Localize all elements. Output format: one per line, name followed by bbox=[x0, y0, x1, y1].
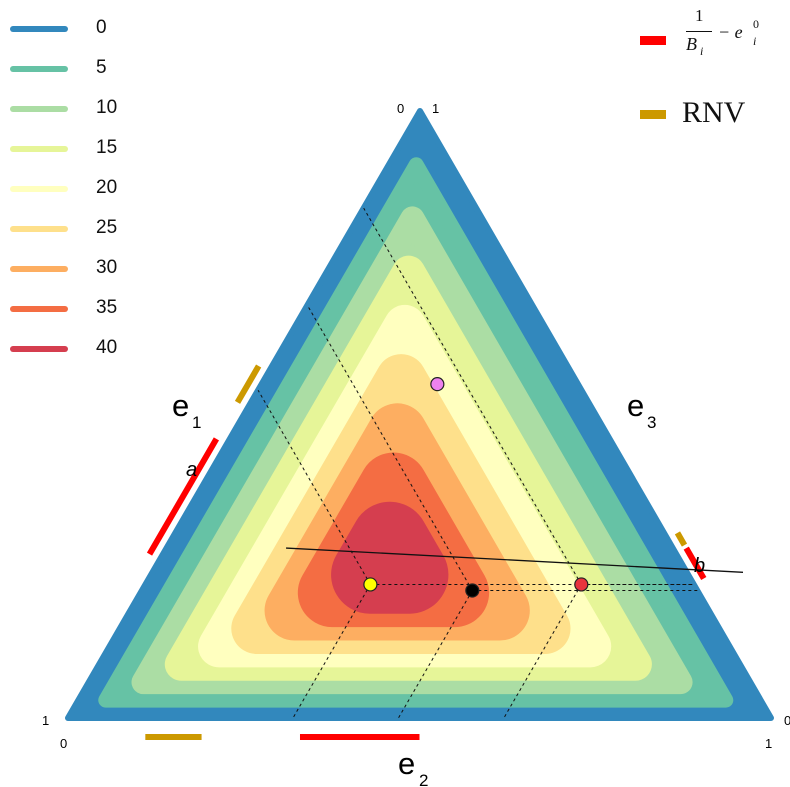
legend-label: 5 bbox=[96, 57, 107, 78]
legend-label: 10 bbox=[96, 97, 118, 118]
legend-swatch bbox=[10, 306, 68, 312]
key-swatch-rnv bbox=[640, 110, 666, 119]
guide-red-left bbox=[363, 207, 582, 585]
formula-e-sub: i bbox=[753, 34, 757, 48]
legend-label: 20 bbox=[96, 177, 118, 198]
formula-e-sup: 0 bbox=[753, 17, 759, 31]
line-a-b bbox=[286, 547, 744, 573]
formula-den: B bbox=[686, 34, 697, 54]
guide-black-left bbox=[306, 304, 473, 591]
data-points bbox=[363, 377, 589, 598]
legend-label: 25 bbox=[96, 217, 118, 238]
axis-label-e1-subscript: 1 bbox=[192, 413, 201, 432]
tick-left-bottom: 0 bbox=[60, 736, 67, 751]
legend-label: 35 bbox=[96, 297, 118, 318]
contour-level-40 bbox=[331, 501, 449, 614]
tick-right-bottom: 1 bbox=[765, 736, 772, 751]
tick-right-top: 0 bbox=[784, 713, 790, 728]
formula-minus-e: − e bbox=[718, 22, 743, 42]
formula-fraction-bar bbox=[686, 31, 712, 32]
legend-label: 15 bbox=[96, 137, 118, 158]
line-label-a: a bbox=[186, 459, 197, 481]
legend-label: 0 bbox=[96, 17, 107, 38]
interval-RNV-e1 bbox=[234, 364, 262, 404]
guide-yellow-bottom bbox=[292, 584, 371, 719]
legend-swatch bbox=[10, 226, 68, 232]
tick-top-right: 1 bbox=[432, 101, 439, 116]
legend-swatch bbox=[10, 186, 68, 192]
guide-black-bottom bbox=[397, 590, 473, 719]
axis-label-e2-subscript: 2 bbox=[419, 771, 428, 787]
interval-bars bbox=[145, 364, 707, 740]
legend-swatch bbox=[10, 26, 68, 32]
legend-swatch bbox=[10, 346, 68, 352]
guide-red-bottom bbox=[503, 584, 582, 719]
line-label-b: b bbox=[694, 555, 705, 577]
interval-RNV-e3 bbox=[674, 531, 688, 547]
axis-label-e1: e bbox=[172, 388, 189, 423]
formula-num: 1 bbox=[695, 6, 704, 25]
legend-swatch bbox=[10, 66, 68, 72]
legend-swatch bbox=[10, 146, 68, 152]
point-yellow bbox=[363, 577, 378, 592]
tick-top-left: 0 bbox=[397, 101, 404, 116]
key-formula: 1 B i − e 0 i bbox=[682, 6, 790, 66]
axis-label-e3-subscript: 3 bbox=[647, 413, 656, 432]
key-swatch-inverse-b bbox=[640, 36, 666, 45]
point-black bbox=[465, 583, 480, 598]
tick-left-top: 1 bbox=[42, 713, 49, 728]
interval-inverse_B_minus_e0-e1 bbox=[146, 437, 219, 556]
legend-swatch bbox=[10, 106, 68, 112]
legend-label: 30 bbox=[96, 257, 118, 278]
contour-fill bbox=[65, 108, 774, 721]
formula-den-sub: i bbox=[700, 44, 704, 58]
interval-inverse_B_minus_e0-e3 bbox=[683, 546, 707, 580]
point-red bbox=[574, 577, 589, 592]
legend-label: 40 bbox=[96, 337, 118, 358]
axis-label-e3: e bbox=[627, 388, 644, 423]
point-violet bbox=[430, 377, 445, 392]
legend-swatch bbox=[10, 266, 68, 272]
key-label-rnv: RNV bbox=[682, 96, 746, 129]
axis-label-e2: e bbox=[398, 746, 415, 781]
